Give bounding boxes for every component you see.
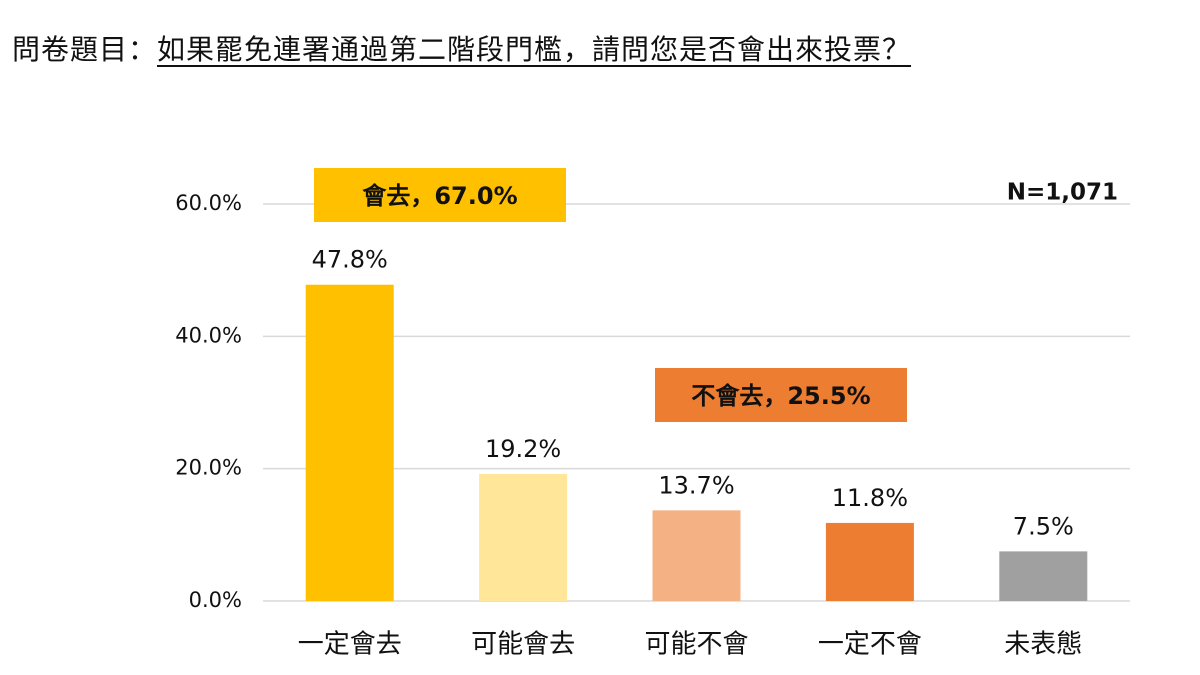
y-tick-label: 20.0%: [175, 456, 242, 480]
annotation-box: [655, 368, 907, 422]
value-label: 19.2%: [485, 435, 561, 463]
annotation-box: [314, 168, 566, 222]
bar: [999, 551, 1088, 601]
title-label: 問卷題目：: [12, 33, 158, 66]
y-tick-label: 60.0%: [175, 191, 242, 215]
annotation-text: 會去，67.0%: [362, 182, 517, 210]
bar: [825, 522, 914, 601]
x-tick-label: 一定不會: [818, 630, 922, 660]
value-label: 7.5%: [1013, 512, 1074, 540]
x-tick-label: 未表態: [1004, 630, 1082, 660]
bar: [652, 510, 741, 601]
sample-size: N=1,071: [1007, 180, 1118, 206]
value-label: 13.7%: [658, 471, 734, 499]
title-question: 如果罷免連署通過第二階段門檻，請問您是否會出來投票？: [157, 33, 912, 66]
x-tick-label: 一定會去: [298, 630, 402, 660]
annotation-text: 不會去，25.5%: [691, 382, 870, 410]
value-label: 47.8%: [312, 246, 388, 274]
chart-title: 問卷題目：如果罷免連署通過第二階段門檻，請問您是否會出來投票？: [12, 28, 911, 68]
y-tick-label: 40.0%: [175, 323, 242, 347]
x-tick-label: 可能不會: [644, 630, 748, 660]
x-tick-label: 可能會去: [471, 630, 575, 660]
bar: [479, 473, 568, 601]
y-tick-label: 0.0%: [189, 588, 242, 612]
value-label: 11.8%: [832, 484, 908, 512]
bar: [305, 284, 394, 601]
